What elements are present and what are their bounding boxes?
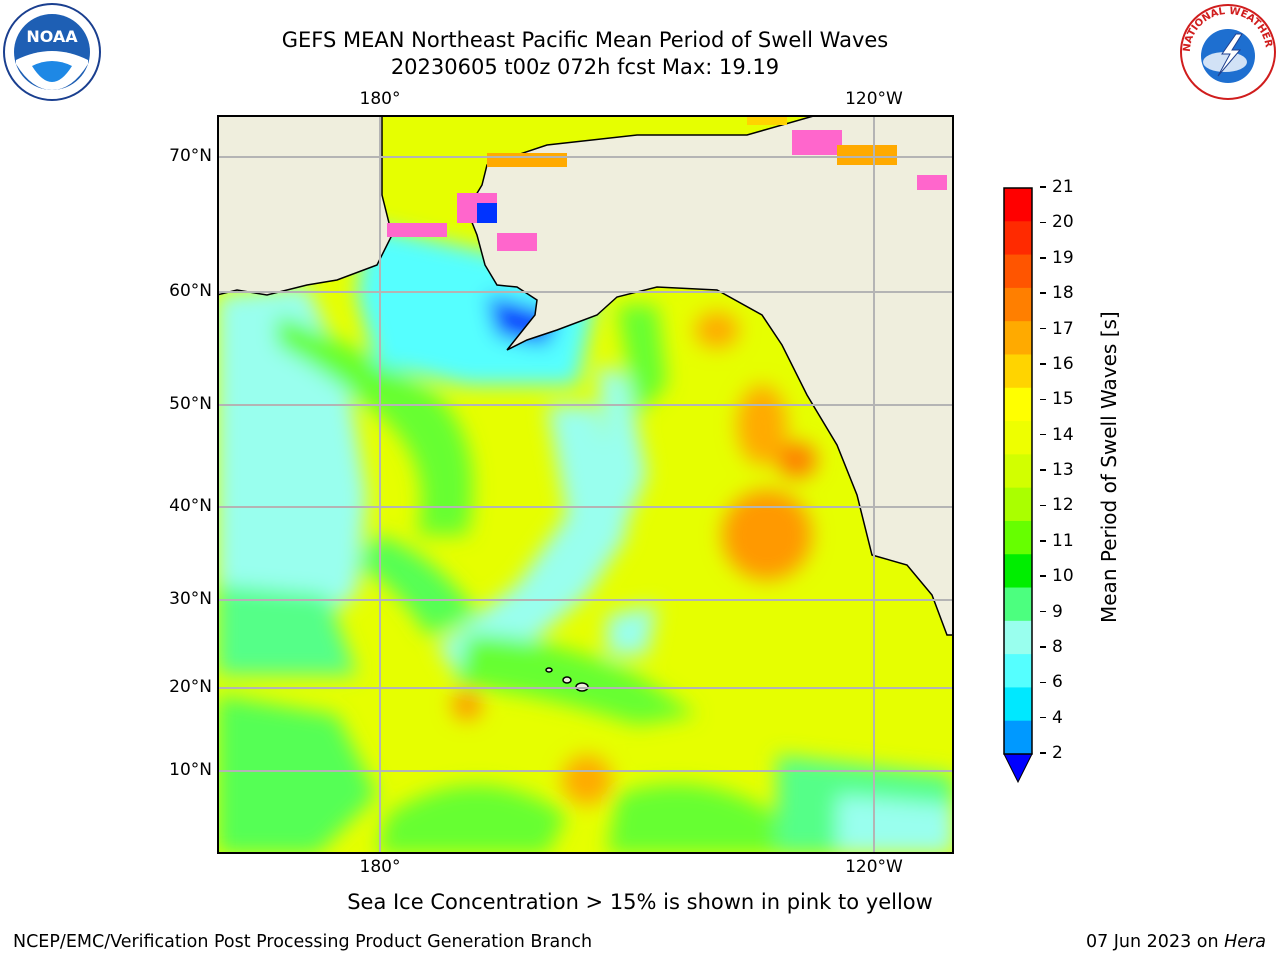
colorbar-segment [1004,587,1032,622]
colorbar-segment [1004,221,1032,256]
lat-label-20n: 20°N [169,677,212,697]
colorbar-segment [1004,387,1032,422]
colorbar-under-arrow [1003,753,1033,784]
colorbar-tick-label: 14 [1040,425,1074,445]
colorbar-tick-label: 11 [1040,531,1074,551]
colorbar-segment [1004,620,1032,655]
colorbar-segment [1004,354,1032,389]
colorbar-tick-label: 10 [1040,566,1074,586]
map-frame [217,115,954,854]
swell-field [217,225,954,854]
lat-label-50n: 50°N [169,394,212,414]
colorbar-segment [1004,487,1032,522]
colorbar-segment [1004,654,1032,688]
colorbar-ticks: 21 20 19 18 17 16 15 14 13 12 11 10 9 8 6 4 2 [1040,177,1100,785]
colorbar-tick-label: 15 [1040,389,1074,409]
colorbar-segment [1004,720,1032,755]
lon-label-top-180: 180° [359,89,401,109]
lon-label-bottom-180: 180° [359,857,401,877]
colorbar-segment [1004,421,1032,455]
land [217,115,954,692]
footer-credit: NCEP/EMC/Verification Post Processing Pr… [13,932,593,952]
lon-label-bottom-120w: 120°W [845,857,903,877]
lat-label-40n: 40°N [169,496,212,516]
colorbar-segment [1004,321,1032,355]
noaa-logo-text: NOAA [26,27,78,46]
colorbar-segment [1004,554,1032,589]
colorbar-tick-label: 6 [1040,672,1063,692]
colorbar-tick-label: 9 [1040,602,1063,622]
map-title: GEFS MEAN Northeast Pacific Mean Period … [281,28,889,52]
lat-label-60n: 60°N [169,281,212,301]
colorbar-segment [1004,454,1032,489]
colorbar-tick-label: 17 [1040,319,1074,339]
colorbar-segment [1004,520,1032,555]
colorbar-tick-label: 2 [1040,743,1063,763]
colorbar-tick-label: 13 [1040,460,1074,480]
colorbar-tick-label: 18 [1040,283,1074,303]
colorbar-label: Mean Period of Swell Waves [s] [1097,311,1121,623]
colorbar-tick-label: 16 [1040,354,1074,374]
colorbar-frame [1003,187,1033,755]
noaa-logo: NOAA [2,2,102,102]
colorbar-label-wrap: Mean Period of Swell Waves [s] [1097,185,1125,753]
colorbar-segment [1004,254,1032,289]
colorbar-segment [1004,188,1032,222]
colorbar-tick-label: 19 [1040,248,1074,268]
lat-label-10n: 10°N [169,760,212,780]
colorbar [1000,185,1040,785]
colorbar-segment [1004,287,1032,322]
colorbar-tick-label: 20 [1040,212,1074,232]
footer-date: 07 Jun 2023 on Hera [1085,932,1266,952]
colorbar-tick-label: 12 [1040,495,1074,515]
map-gridlines [217,115,954,854]
swell-period-map [217,115,954,854]
colorbar-segment [1004,687,1032,722]
colorbar-tick-label: 4 [1040,708,1063,728]
map-subtitle: 20230605 t00z 072h fcst Max: 19.19 [390,55,780,79]
nws-logo: NATIONAL WEATHER SERVICE [1174,0,1278,102]
lon-label-top-120w: 120°W [845,89,903,109]
colorbar-tick-label: 21 [1040,177,1074,197]
lat-label-70n: 70°N [169,146,212,166]
colorbar-tick-label: 8 [1040,637,1063,657]
sea-ice-note: Sea Ice Concentration > 15% is shown in … [347,890,933,914]
lat-label-30n: 30°N [169,589,212,609]
